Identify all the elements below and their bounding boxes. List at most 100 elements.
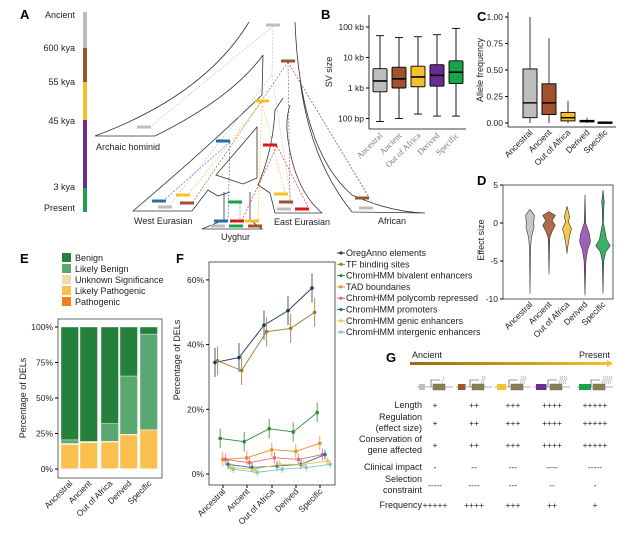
data-point: [247, 460, 252, 465]
data-point: [226, 462, 230, 467]
row-label: (effect size): [376, 423, 422, 433]
y-tick-label: 0.00: [486, 118, 503, 128]
row-label: Conservation of: [359, 434, 423, 444]
data-point: [318, 441, 322, 446]
sv-block-specific: [579, 384, 591, 390]
gene-block: [510, 383, 524, 391]
row-label: Length: [394, 400, 422, 410]
y-axis-title: SV size: [324, 57, 334, 88]
row-value: +++: [506, 440, 521, 450]
legend-marker: [339, 262, 343, 266]
transcript-icon: [562, 375, 566, 385]
timeline-arrow: [410, 362, 608, 365]
variant-marker: [137, 125, 151, 129]
y-tick-label: 10 kb: [343, 53, 364, 63]
lineage-dashed-line: [163, 141, 231, 201]
lineage-dashed-line: [227, 141, 231, 221]
data-point: [296, 457, 301, 462]
variant-marker: [359, 206, 373, 210]
sv-block-out-of-africa: [497, 384, 506, 390]
y-tick-label: 100 kb: [338, 22, 364, 32]
data-point: [262, 323, 266, 327]
data-point: [228, 465, 233, 470]
legend-marker: [339, 251, 343, 255]
row-value: --: [471, 462, 477, 472]
bar-segment: [60, 444, 79, 469]
row-value: -----: [588, 462, 602, 472]
bar-segment: [79, 442, 98, 469]
row-value: -----: [428, 480, 442, 490]
uyghur-branch: [201, 192, 264, 230]
transcript-icon: [560, 375, 564, 385]
x-tick-label: Specific: [296, 486, 325, 515]
row-value: +++: [506, 418, 521, 428]
variant-marker: [180, 201, 194, 205]
bar-segment: [60, 439, 79, 444]
transcript-icon: [441, 375, 445, 385]
archaic-branch: [94, 21, 264, 137]
data-point: [294, 449, 298, 454]
row-label: Frequency: [379, 500, 422, 510]
gene-block: [549, 383, 563, 391]
data-point: [237, 355, 241, 360]
bar-segment: [100, 423, 119, 442]
arrow-head-icon: [607, 360, 613, 367]
row-value: ++++: [542, 418, 562, 428]
variant-marker: [229, 224, 243, 228]
variant-marker: [230, 219, 244, 223]
legend-label: TF binding sites: [346, 259, 410, 269]
row-value: -: [434, 462, 437, 472]
y-tick-label: 100%: [31, 322, 53, 332]
data-point: [272, 456, 277, 460]
lineage-dashed-line: [271, 25, 274, 76]
promoter-arrow-icon: [547, 379, 557, 387]
y-tick-label: 20%: [187, 404, 204, 414]
variant-marker: [158, 205, 172, 209]
row-value: ++: [469, 440, 479, 450]
bar-segment: [139, 326, 158, 335]
legend-swatch: [62, 286, 71, 295]
gene-block: [592, 383, 606, 391]
data-point: [328, 462, 333, 467]
transcript-icon: [605, 375, 609, 385]
label-west-eurasian: West Eurasian: [134, 216, 192, 226]
legend-label: Likely Pathogenic: [75, 286, 146, 296]
box-ancestral: [522, 68, 538, 119]
legend-label: ChromHMM intergenic enhancers: [346, 327, 481, 337]
y-tick-label: 25%: [36, 429, 53, 439]
data-point: [264, 329, 269, 334]
row-value: +: [433, 418, 438, 428]
row-value: +++++: [583, 440, 608, 450]
lineage-dashed-line: [287, 61, 291, 201]
legend-label: ChromHMM bivalent enhancers: [346, 271, 473, 281]
lineage-dashed-line: [149, 25, 274, 128]
x-tick-label: Ancestral: [195, 486, 227, 518]
transcript-icon: [482, 375, 486, 385]
lineage-dashed-line: [241, 145, 278, 221]
row-value: ----: [468, 480, 479, 490]
plot-frame: [502, 184, 614, 300]
row-label: Clinical impact: [364, 462, 423, 472]
bar-segment: [119, 434, 138, 469]
y-tick-label: 60%: [187, 275, 204, 285]
lineage-dashed-line: [287, 61, 369, 197]
timeline-segment: [83, 120, 87, 188]
panel-label-a: A: [20, 7, 30, 22]
variant-marker: [295, 207, 309, 211]
row-value: ---: [509, 480, 518, 490]
transcript-icon: [523, 375, 527, 385]
row-value: ++++: [464, 500, 484, 510]
legend-swatch: [62, 253, 71, 262]
y-tick-label: 0%: [41, 464, 54, 474]
label-ancient: Ancient: [412, 350, 443, 360]
row-value: +: [593, 500, 598, 510]
promoter-arrow-icon: [469, 379, 479, 387]
bar-segment: [100, 326, 119, 424]
row-value: +++: [506, 500, 521, 510]
y-tick-label: 100 bp: [338, 114, 364, 124]
row-value: ++++: [542, 440, 562, 450]
